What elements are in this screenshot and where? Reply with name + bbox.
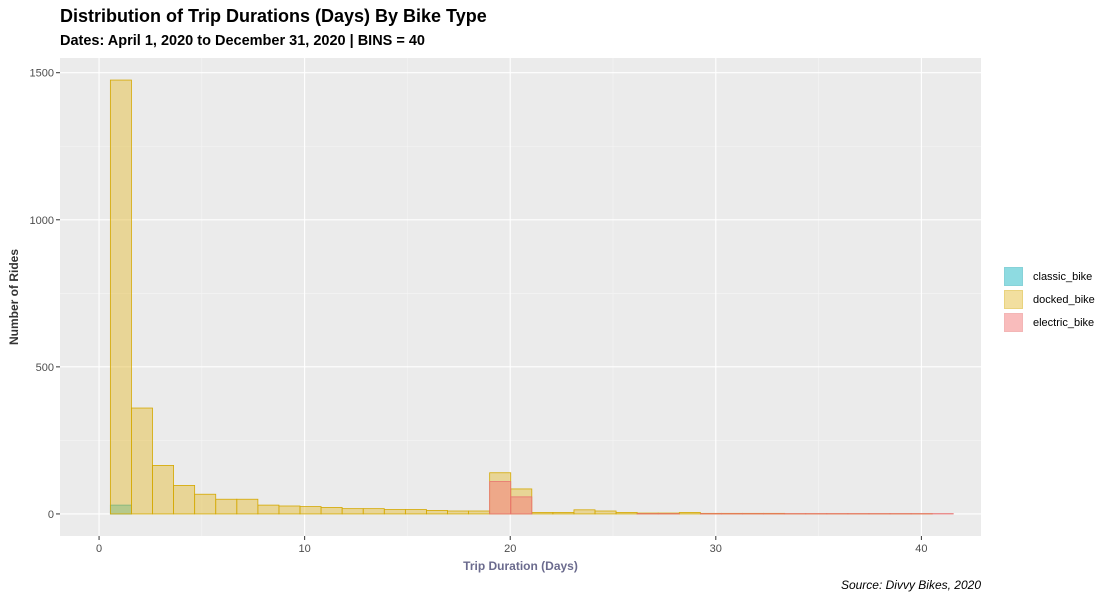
legend-item-docked-bike: docked_bike [1004,288,1095,311]
bar-docked-bike [468,510,491,515]
y-tick-label: 1000 [30,215,54,227]
legend-key-docked-bike [1004,290,1023,309]
legend-key-classic-bike [1004,267,1023,286]
chart-title: Distribution of Trip Durations (Days) By… [60,6,487,26]
bar-docked-bike [341,508,364,515]
bar-docked-bike [573,509,596,515]
plot-panel [60,58,981,536]
bar-docked-bike [404,509,427,515]
legend: classic_bike docked_bike electric_bike [1004,265,1095,334]
bar-electric-bike [510,496,533,515]
bar-docked-bike [215,498,238,515]
legend-key-electric-bike [1004,313,1023,332]
bar-docked-bike [383,509,406,515]
legend-label-electric-bike: electric_bike [1033,316,1095,329]
bar-docked-bike [152,465,174,515]
x-tick-label: 40 [915,543,927,555]
bar-docked-bike [257,504,280,515]
bar-docked-bike [447,510,469,515]
bar-docked-bike [299,506,322,515]
y-tick-label: 0 [48,509,54,521]
bar-docked-bike [615,512,638,515]
bar-docked-bike [173,485,196,515]
bar-docked-bike [678,512,701,515]
y-axis-title: Number of Rides [7,249,21,345]
x-tick-label: 30 [710,543,722,555]
bar-docked-bike [131,407,153,515]
x-axis-title: Trip Duration (Days) [463,559,578,573]
y-tick-label: 1500 [30,68,54,80]
bar-docked-bike [426,510,448,515]
x-tick-label: 10 [299,543,311,555]
bar-electric-bike [489,481,512,515]
bar-docked-bike [194,493,217,515]
bar-docked-bike [594,510,617,515]
legend-item-classic-bike: classic_bike [1004,265,1095,288]
bar-docked-bike [362,508,385,515]
chart-subtitle: Dates: April 1, 2020 to December 31, 202… [60,33,425,49]
bar-docked-bike [552,512,575,515]
legend-item-electric-bike: electric_bike [1004,311,1095,334]
bar-docked-bike [320,507,343,515]
x-tick-label: 0 [96,543,102,555]
bar-docked-bike [531,512,554,515]
bar-docked-bike [236,498,259,515]
bar-docked-bike [278,505,301,515]
source-caption: Source: Divvy Bikes, 2020 [840,578,981,592]
bar-docked-bike [109,79,132,515]
legend-label-classic-bike: classic_bike [1033,270,1093,283]
y-tick-label: 500 [36,362,54,374]
legend-label-docked-bike: docked_bike [1033,293,1095,306]
x-tick-label: 20 [504,543,516,555]
